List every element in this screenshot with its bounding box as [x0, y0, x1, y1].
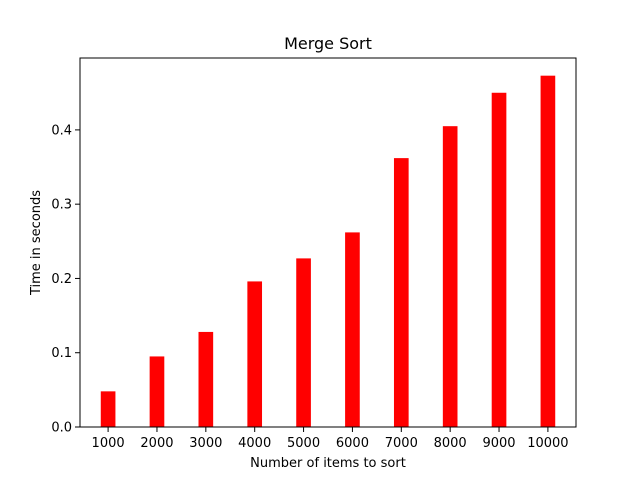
- bar-1000: [100, 391, 116, 427]
- y-tick-label: 0.2: [51, 272, 72, 287]
- x-tick-label: 2000: [140, 436, 173, 451]
- x-tick-label: 6000: [336, 436, 369, 451]
- bar-7000: [393, 158, 409, 427]
- bar-3000: [198, 331, 214, 427]
- x-tick-label: 1000: [92, 436, 125, 451]
- x-axis-label: Number of items to sort: [250, 456, 406, 471]
- x-tick-label: 7000: [385, 436, 418, 451]
- y-tick-label: 0.1: [51, 346, 72, 361]
- bar-10000: [540, 75, 556, 428]
- y-tick-label: 0.4: [51, 123, 72, 138]
- x-tick-label: 4000: [238, 436, 271, 451]
- plot-frame: [79, 57, 577, 428]
- x-tick-label: 5000: [287, 436, 320, 451]
- y-axis-label: Time in seconds: [29, 190, 44, 296]
- bars-group: [100, 75, 556, 428]
- bar-8000: [442, 126, 458, 428]
- bar-2000: [149, 356, 165, 427]
- bar-9000: [491, 92, 507, 427]
- y-tick-label: 0.3: [51, 198, 72, 213]
- x-tick-label: 10000: [527, 436, 568, 451]
- bar-5000: [296, 258, 311, 427]
- bar-4000: [247, 281, 263, 427]
- x-tick-label: 8000: [434, 436, 467, 451]
- bar-6000: [345, 232, 360, 427]
- y-ticks-group: 0.0 0.1 0.2 0.3 0.4: [51, 123, 80, 436]
- x-tick-label: 9000: [482, 436, 515, 451]
- x-tick-label: 3000: [189, 436, 222, 451]
- chart-title: Merge Sort: [284, 34, 372, 53]
- y-tick-label: 0.0: [51, 421, 72, 436]
- x-ticks-group: 1000 2000 3000 4000 5000 6000 7000 8000 9000 1000…: [92, 427, 569, 451]
